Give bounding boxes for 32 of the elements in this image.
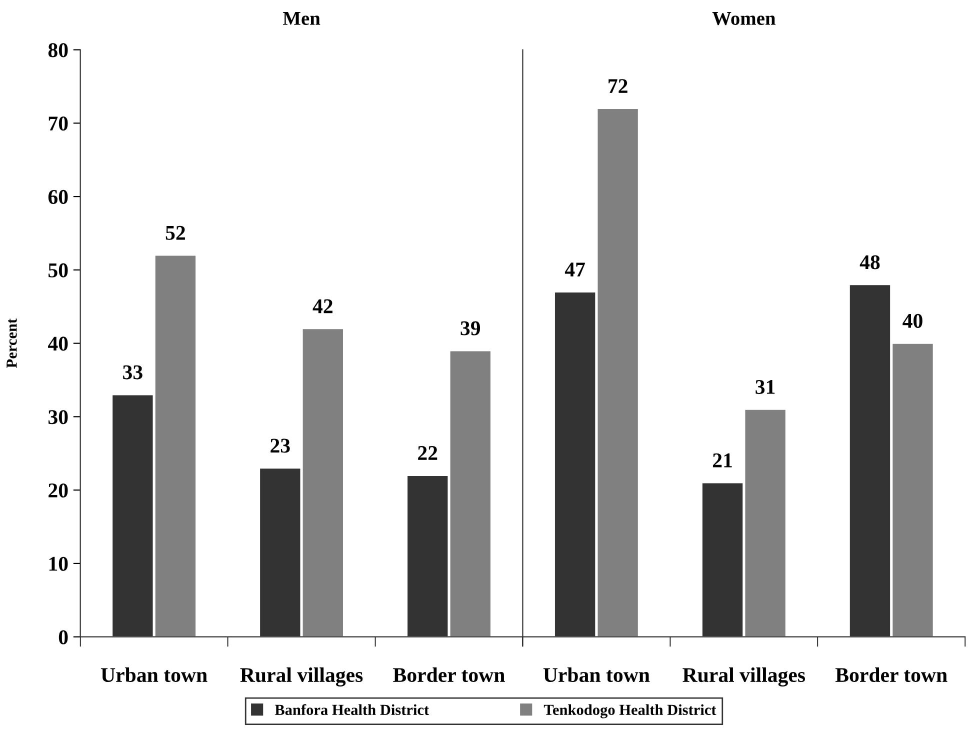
y-tick-label: 50 <box>48 263 68 278</box>
data-label: 48 <box>860 255 880 270</box>
x-tick-label: Border town <box>835 667 948 682</box>
x-tick-label: Urban town <box>543 667 650 682</box>
data-label: 52 <box>166 226 185 240</box>
data-label: 33 <box>123 365 142 380</box>
y-tick-label: 80 <box>48 43 68 58</box>
chart-title: Women <box>712 12 776 26</box>
x-tick-label: Rural villages <box>682 667 806 686</box>
data-label: 72 <box>608 79 628 93</box>
legend-label: Banfora Health District <box>274 704 430 716</box>
x-tick-label: Urban town <box>101 667 208 682</box>
x-tick-label: Rural villages <box>240 667 363 686</box>
y-tick-label: 0 <box>58 630 68 644</box>
y-tick-label: 20 <box>48 483 68 498</box>
data-label: 42 <box>312 299 332 314</box>
y-tick-label: 60 <box>48 190 68 204</box>
data-label: 21 <box>712 453 732 468</box>
data-label: 31 <box>756 380 775 394</box>
data-label: 40 <box>902 314 922 328</box>
y-tick-label: 10 <box>49 556 68 571</box>
y-tick-label: 70 <box>48 116 68 131</box>
legend-label: Tenkodogo Health District <box>544 704 716 718</box>
data-label: 47 <box>564 262 585 276</box>
data-label: 39 <box>460 321 480 336</box>
data-label: 22 <box>418 446 438 460</box>
y-tick-label: 30 <box>48 410 68 424</box>
data-label: 23 <box>270 438 290 453</box>
x-tick-label: Border town <box>393 667 505 682</box>
y-tick-label: 40 <box>48 336 68 351</box>
chart-title: Men <box>282 12 320 25</box>
y-axis-title: Percent <box>6 318 17 368</box>
